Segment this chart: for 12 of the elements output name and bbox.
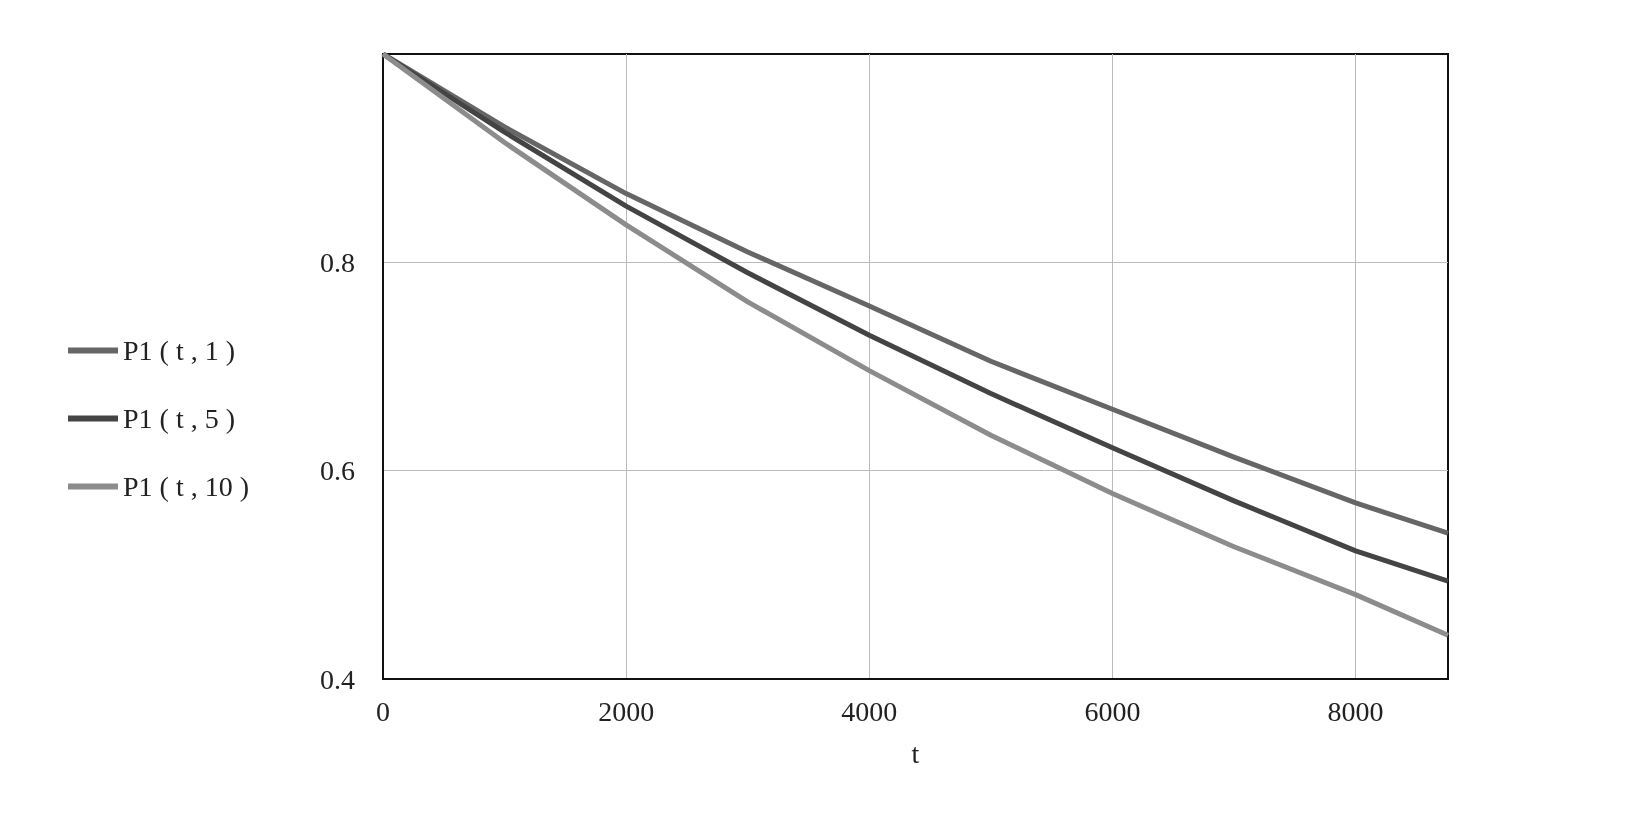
x-tick-label: 8000 [1327,695,1384,727]
x-tick-label: 6000 [1084,695,1141,727]
y-tick-label: 0.8 [320,246,355,278]
y-tick-label: 0.4 [320,663,355,695]
y-tick-label: 0.6 [320,455,355,487]
x-axis-title: t [911,737,920,769]
x-tick-label: 2000 [598,695,655,727]
legend-label: P1 ( t , 5 ) [123,403,235,434]
legend-label: P1 ( t , 10 ) [123,471,249,502]
x-tick-label: 0 [376,695,390,727]
legend-label: P1 ( t , 1 ) [123,335,235,366]
x-tick-label: 4000 [841,695,898,727]
